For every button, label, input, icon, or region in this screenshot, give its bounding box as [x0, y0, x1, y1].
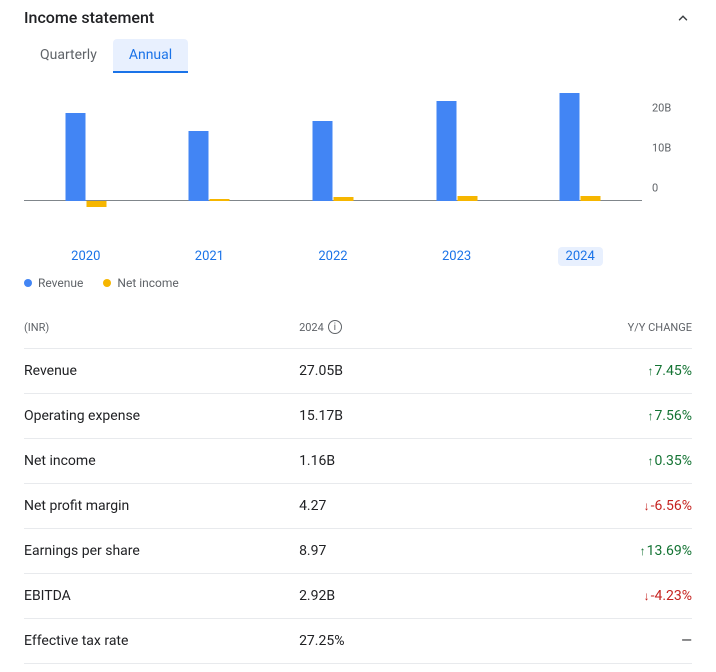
bar-group-2020[interactable]: [65, 113, 106, 201]
metric-name: Net income: [24, 453, 299, 469]
metric-change: —: [496, 633, 692, 649]
x-label-2021[interactable]: 2021: [148, 249, 272, 264]
metric-change: ↑0.35%: [496, 453, 692, 469]
x-axis-labels: 20202021202220232024: [24, 249, 642, 264]
table-row: Effective tax rate27.25%—: [24, 619, 692, 664]
chart-plot-area: [24, 81, 642, 201]
income-statement-card: Income statement QuarterlyAnnual 20B 10B 0…: [0, 0, 716, 672]
netincome-bar[interactable]: [334, 197, 354, 201]
legend-item: Revenue: [24, 276, 83, 290]
netincome-bar[interactable]: [581, 196, 601, 201]
bar-group-2021[interactable]: [189, 131, 230, 201]
revenue-bar[interactable]: [436, 101, 456, 201]
y-tick-label: 10B: [652, 142, 692, 155]
metric-name: Effective tax rate: [24, 633, 299, 649]
table-row: Net income1.16B↑0.35%: [24, 439, 692, 484]
metric-value: 4.27: [299, 498, 495, 514]
metric-change: ↓-4.23%: [496, 588, 692, 604]
legend-dot-icon: [24, 279, 32, 287]
revenue-bar[interactable]: [313, 121, 333, 201]
col-change: Y/Y CHANGE: [496, 321, 692, 334]
table-row: EBITDA2.92B↓-4.23%: [24, 574, 692, 619]
section-title: Income statement: [24, 8, 154, 27]
metric-value: 27.25%: [299, 633, 495, 649]
metric-name: EBITDA: [24, 588, 299, 604]
metric-change: ↑13.69%: [496, 543, 692, 559]
legend-label: Revenue: [38, 276, 83, 290]
tab-annual[interactable]: Annual: [113, 39, 188, 73]
bar-chart: 20B 10B 0: [24, 81, 692, 231]
chart-legend: Revenue Net income: [24, 276, 692, 290]
netincome-bar[interactable]: [86, 201, 106, 207]
metric-value: 2.92B: [299, 588, 495, 604]
period-tabs: QuarterlyAnnual: [24, 39, 692, 73]
revenue-bar[interactable]: [560, 93, 580, 201]
revenue-bar[interactable]: [65, 113, 85, 201]
netincome-bar[interactable]: [457, 196, 477, 201]
metric-value: 15.17B: [299, 408, 495, 424]
info-icon[interactable]: i: [328, 320, 342, 334]
legend-item: Net income: [103, 276, 178, 290]
metric-value: 1.16B: [299, 453, 495, 469]
metric-change: ↑7.45%: [496, 363, 692, 379]
x-label-2024[interactable]: 2024: [518, 249, 642, 264]
metric-name: Net profit margin: [24, 498, 299, 514]
bar-group-2024[interactable]: [560, 93, 601, 201]
revenue-bar[interactable]: [189, 131, 209, 201]
legend-label: Net income: [117, 276, 178, 290]
table-row: Revenue27.05B↑7.45%: [24, 349, 692, 394]
table-header-row: (INR) 2024 i Y/Y CHANGE: [24, 306, 692, 349]
netincome-bar[interactable]: [210, 199, 230, 201]
metric-name: Operating expense: [24, 408, 299, 424]
y-tick-label: 20B: [652, 102, 692, 115]
bar-group-2022[interactable]: [313, 121, 354, 201]
table-row: Earnings per share8.97↑13.69%: [24, 529, 692, 574]
bar-group-2023[interactable]: [436, 101, 477, 201]
y-tick-label: 0: [652, 182, 692, 195]
table-row: Operating expense15.17B↑7.56%: [24, 394, 692, 439]
x-label-2020[interactable]: 2020: [24, 249, 148, 264]
legend-dot-icon: [103, 279, 111, 287]
table-row: Net profit margin4.27↓-6.56%: [24, 484, 692, 529]
tab-quarterly[interactable]: Quarterly: [24, 39, 113, 73]
metric-name: Revenue: [24, 363, 299, 379]
metric-change: ↓-6.56%: [496, 498, 692, 514]
metric-change: ↑7.56%: [496, 408, 692, 424]
x-label-2022[interactable]: 2022: [271, 249, 395, 264]
col-value: 2024 i: [299, 320, 495, 334]
col-metric: (INR): [24, 321, 299, 334]
metric-value: 8.97: [299, 543, 495, 559]
collapse-icon[interactable]: [674, 9, 692, 27]
metric-value: 27.05B: [299, 363, 495, 379]
metric-name: Earnings per share: [24, 543, 299, 559]
header: Income statement: [24, 0, 692, 31]
x-label-2023[interactable]: 2023: [395, 249, 519, 264]
